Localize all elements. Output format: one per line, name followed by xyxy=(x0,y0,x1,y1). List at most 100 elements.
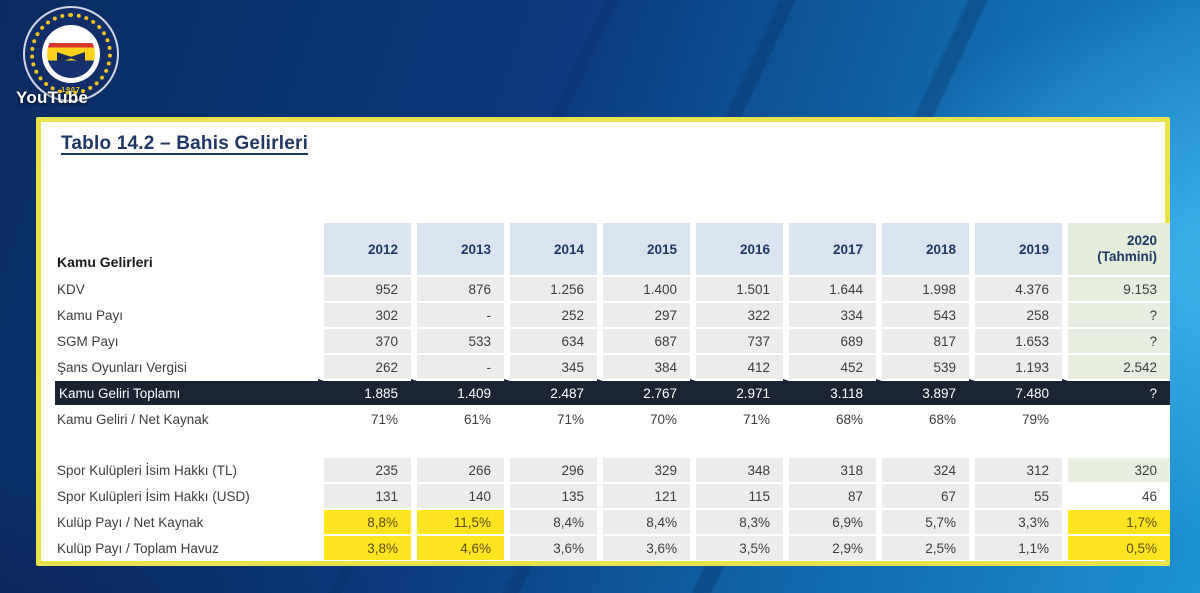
table-row: Kamu Geliri Toplamı 1.885 1.409 2.487 2.767 2… xyxy=(55,379,1170,405)
cell-value: 252 xyxy=(504,301,597,327)
youtube-watermark: YouTube xyxy=(16,88,89,107)
row-label: Kamu Geliri / Net Kaynak xyxy=(55,405,318,431)
cell-value: 297 xyxy=(597,301,690,327)
cell-value: 55 xyxy=(969,482,1062,508)
row-label: Kulüp Payı / Net Kaynak xyxy=(55,508,318,534)
cell-value: 1.653 xyxy=(969,327,1062,353)
cell-value: 3.118 xyxy=(783,379,876,405)
header-row: Kamu Gelirleri 2012 2013 2014 2015 2016 2017 20… xyxy=(55,223,1170,275)
cell-value: 384 xyxy=(597,353,690,379)
cell-value xyxy=(783,431,876,456)
year-header: 2013 xyxy=(411,223,504,275)
cell-value: 1.885 xyxy=(318,379,411,405)
cell-value: 3,6% xyxy=(597,534,690,560)
cell-value xyxy=(504,431,597,456)
cell-value: 2.542 xyxy=(1062,353,1170,379)
cell-value: 46 xyxy=(1062,482,1170,508)
cell-value xyxy=(318,431,411,456)
cell-value: 334 xyxy=(783,301,876,327)
cell-value: 87 xyxy=(783,482,876,508)
cell-value: 345 xyxy=(504,353,597,379)
row-group-header: Kamu Gelirleri xyxy=(55,223,318,275)
cell-value: 452 xyxy=(783,353,876,379)
cell-value: 68% xyxy=(783,405,876,431)
table-body: KDV 952 876 1.256 1.400 1.501 1.644 1.998 4.376 9… xyxy=(55,275,1170,560)
cell-value: 68% xyxy=(876,405,969,431)
cell-value: 7.480 xyxy=(969,379,1062,405)
table-row: Spor Kulüpleri İsim Hakkı (TL) 235 266 296 3… xyxy=(55,456,1170,482)
cell-value: 533 xyxy=(411,327,504,353)
cell-value: 9.153 xyxy=(1062,275,1170,301)
table-header: Kamu Gelirleri 2012 2013 2014 2015 2016 2017 20… xyxy=(55,223,1170,275)
fenerbahce-crest-icon: 1907 xyxy=(23,6,119,102)
cell-value: 0,5% xyxy=(1062,534,1170,560)
cell-value: 71% xyxy=(318,405,411,431)
cell-value: 121 xyxy=(597,482,690,508)
cell-value: 4.376 xyxy=(969,275,1062,301)
year-header: 2014 xyxy=(504,223,597,275)
cell-value: 1,7% xyxy=(1062,508,1170,534)
cell-value: 61% xyxy=(411,405,504,431)
cell-value: 3,5% xyxy=(690,534,783,560)
cell-value: 1,1% xyxy=(969,534,1062,560)
cell-value: 322 xyxy=(690,301,783,327)
cell-value: 3,8% xyxy=(318,534,411,560)
table-row: Kulüp Payı / Toplam Havuz 3,8% 4,6% 3,6% 3,6… xyxy=(55,534,1170,560)
cell-value: 71% xyxy=(690,405,783,431)
table-row: Kamu Payı 302-252 297 322 334 543 258? xyxy=(55,301,1170,327)
cell-value: 296 xyxy=(504,456,597,482)
row-label: Kulüp Payı / Toplam Havuz xyxy=(55,534,318,560)
row-label: Spor Kulüpleri İsim Hakkı (USD) xyxy=(55,482,318,508)
table-row: KDV 952 876 1.256 1.400 1.501 1.644 1.998 4.376 9… xyxy=(55,275,1170,301)
table-row: Spor Kulüpleri İsim Hakkı (USD) 131 140 135… xyxy=(55,482,1170,508)
cell-value: 135 xyxy=(504,482,597,508)
table-row: Kamu Geliri / Net Kaynak 71% 61% 71% 70% 71% 6… xyxy=(55,405,1170,431)
cell-value: 2,9% xyxy=(783,534,876,560)
year-header: 2016 xyxy=(690,223,783,275)
cell-value: - xyxy=(411,301,504,327)
cell-value: 71% xyxy=(504,405,597,431)
cell-value: ? xyxy=(1062,301,1170,327)
cell-value: 3,6% xyxy=(504,534,597,560)
cell-value: 952 xyxy=(318,275,411,301)
cell-value: 140 xyxy=(411,482,504,508)
cell-value: 8,4% xyxy=(597,508,690,534)
cell-value: 689 xyxy=(783,327,876,353)
cell-value: 67 xyxy=(876,482,969,508)
table-row: Şans Oyunları Vergisi 262-345 384 412 452 539… xyxy=(55,353,1170,379)
cell-value: 258 xyxy=(969,301,1062,327)
cell-value: 8,4% xyxy=(504,508,597,534)
year-header: 2019 xyxy=(969,223,1062,275)
cell-value: 2,5% xyxy=(876,534,969,560)
cell-value: 318 xyxy=(783,456,876,482)
cell-value: 4,6% xyxy=(411,534,504,560)
cell-value: 817 xyxy=(876,327,969,353)
cell-value xyxy=(411,431,504,456)
crest-shield xyxy=(47,30,95,78)
cell-value: 3.897 xyxy=(876,379,969,405)
cell-value: 131 xyxy=(318,482,411,508)
table-row: Kulüp Payı / Net Kaynak 8,8% 11,5% 8,4% 8,4%… xyxy=(55,508,1170,534)
cell-value: 266 xyxy=(411,456,504,482)
cell-value: 5,7% xyxy=(876,508,969,534)
cell-value: 312 xyxy=(969,456,1062,482)
cell-value: 2.487 xyxy=(504,379,597,405)
cell-value xyxy=(597,431,690,456)
cell-value: ? xyxy=(1062,327,1170,353)
cell-value: 412 xyxy=(690,353,783,379)
cell-value: 687 xyxy=(597,327,690,353)
crest-text-ring xyxy=(30,13,112,95)
table-row xyxy=(55,431,1170,456)
cell-value: 8,8% xyxy=(318,508,411,534)
cell-value: 876 xyxy=(411,275,504,301)
cell-value: 8,3% xyxy=(690,508,783,534)
row-label xyxy=(55,431,318,456)
cell-value: 6,9% xyxy=(783,508,876,534)
cell-value: 329 xyxy=(597,456,690,482)
year-header: 2012 xyxy=(318,223,411,275)
cell-value: 11,5% xyxy=(411,508,504,534)
cell-value: 737 xyxy=(690,327,783,353)
row-label: KDV xyxy=(55,275,318,301)
cell-value: 2.971 xyxy=(690,379,783,405)
forecast-year: 2020 xyxy=(1126,233,1157,249)
